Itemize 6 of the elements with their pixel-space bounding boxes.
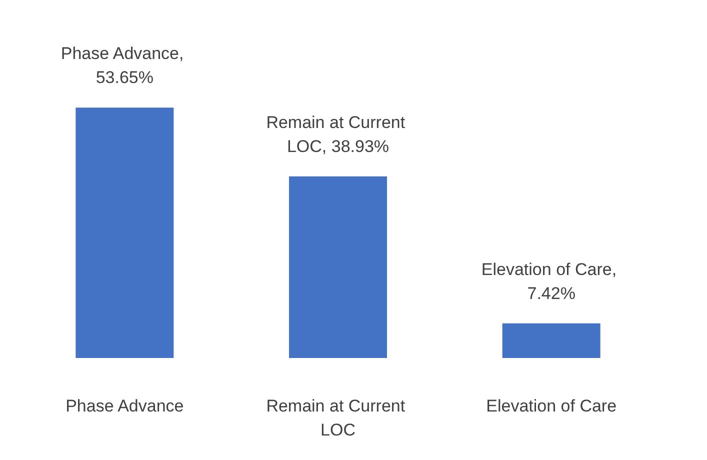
data-label: Elevation of Care, 7.42%: [481, 260, 622, 303]
x-tick-label: Phase Advance: [66, 396, 184, 416]
data-label: Phase Advance, 53.65%: [60, 44, 188, 88]
data-label: Remain at Current LOC, 38.93%: [266, 112, 410, 156]
x-tick-label: Remain at Current LOC: [266, 396, 410, 440]
x-tick-label: Elevation of Care: [486, 396, 617, 416]
